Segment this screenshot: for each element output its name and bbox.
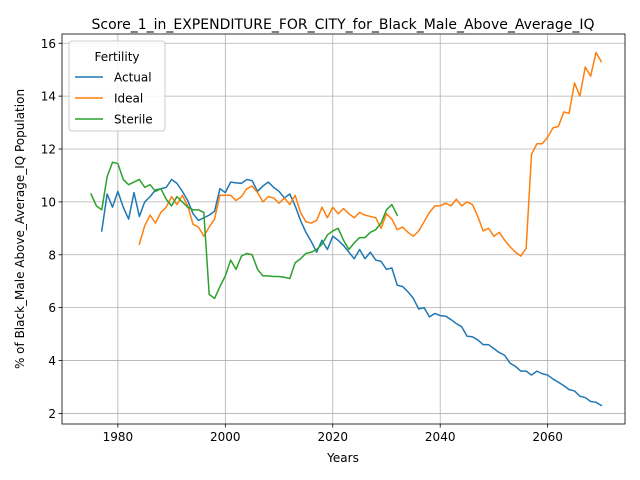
series-line-ideal: [138, 51, 603, 257]
x-axis-label: Years: [326, 451, 359, 465]
legend-label-ideal: Ideal: [114, 92, 143, 106]
legend-label-sterile: Sterile: [114, 113, 153, 127]
plot-area-frame: [61, 33, 626, 425]
y-tick-label: 2: [48, 407, 56, 421]
y-tick-label: 12: [41, 143, 56, 157]
y-tick-label: 8: [48, 248, 56, 262]
y-tick-label: 10: [41, 195, 56, 209]
legend-title: Fertility: [94, 50, 139, 64]
y-tick-label: 16: [41, 37, 56, 51]
legend-label-actual: Actual: [114, 71, 152, 85]
series-line-actual: [100, 178, 603, 407]
y-tick-label: 6: [48, 301, 56, 315]
legend-box: [68, 40, 166, 132]
grid-lines: [62, 34, 625, 424]
x-tick-label: 2040: [425, 430, 456, 444]
y-axis-label: % of Black_Male Above_Average_IQ Populat…: [13, 89, 27, 369]
chart-title: Score_1_in_EXPENDITURE_FOR_CITY_for_Blac…: [91, 17, 594, 33]
x-tick-label: 2000: [210, 430, 241, 444]
legend: Fertility Actual Ideal Sterile: [68, 40, 166, 132]
x-tick-label: 2060: [532, 430, 563, 444]
x-tick-label: 2020: [317, 430, 348, 444]
y-tick-label: 4: [48, 354, 56, 368]
series-line-sterile: [90, 161, 399, 300]
x-tick-label: 1980: [103, 430, 134, 444]
series-group: [90, 51, 603, 407]
axis-ticks: 1980 2000 2020 2040 2060 2 4 6 8 10 12 14 16: [41, 37, 563, 444]
y-tick-label: 14: [41, 90, 56, 104]
